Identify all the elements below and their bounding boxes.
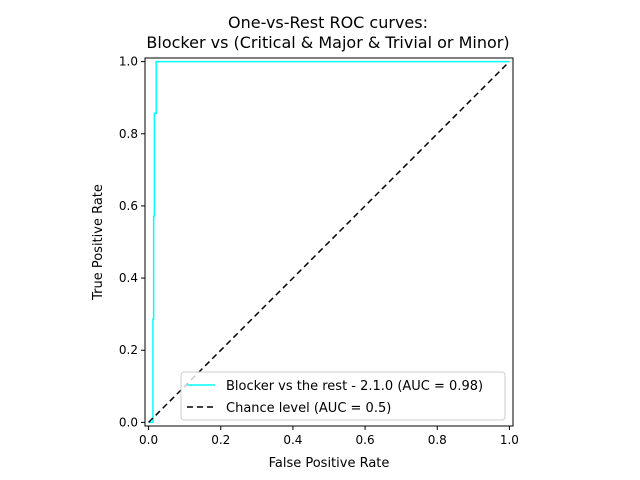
x-tick-label: 0.4 <box>283 433 302 447</box>
roc-curve-line <box>148 60 510 424</box>
y-tick-label: 0.0 <box>119 415 138 429</box>
y-tick-label: 0.4 <box>119 271 138 285</box>
chance-level-line <box>148 61 510 423</box>
axis-ticks: 0.0 0.2 0.4 0.6 0.8 1.0 0.0 0.2 0.4 0.6 0.8 1.0 <box>119 55 519 447</box>
x-tick-label: 0.8 <box>428 433 447 447</box>
y-tick-label: 1.0 <box>119 55 138 69</box>
chart-title-line2: Blocker vs (Critical & Major & Trivial o… <box>146 33 509 52</box>
y-tick-label: 0.6 <box>119 199 138 213</box>
x-axis-label: False Positive Rate <box>269 456 390 471</box>
y-tick-label: 0.8 <box>119 127 138 141</box>
x-tick-label: 0.2 <box>211 433 230 447</box>
y-axis-label: True Positive Rate <box>91 184 106 301</box>
axes-frame <box>144 57 514 427</box>
legend-label-chance: Chance level (AUC = 0.5) <box>226 401 391 416</box>
x-tick-label: 0.6 <box>356 433 375 447</box>
x-tick-label: 1.0 <box>500 433 519 447</box>
chart-title-line1: One-vs-Rest ROC curves: <box>228 13 428 32</box>
x-tick-label: 0.0 <box>139 433 158 447</box>
legend-box <box>180 371 506 421</box>
y-tick-label: 0.2 <box>119 343 138 357</box>
legend: Blocker vs the rest - 2.1.0 (AUC = 0.98)… <box>180 371 506 421</box>
series-lines <box>148 60 510 424</box>
legend-label-roc: Blocker vs the rest - 2.1.0 (AUC = 0.98) <box>226 379 483 394</box>
